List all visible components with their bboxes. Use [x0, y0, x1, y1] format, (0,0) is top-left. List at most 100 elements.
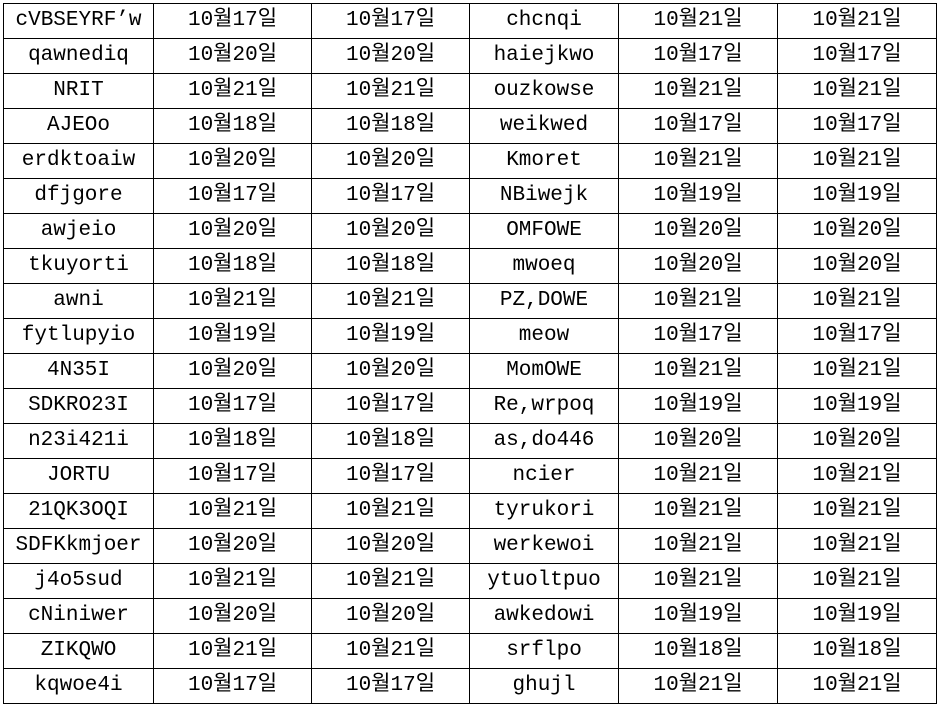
date-cell[interactable]: 10월21일: [618, 563, 778, 599]
name-cell[interactable]: NBiwejk: [469, 178, 619, 214]
date-cell[interactable]: 10월21일: [777, 458, 937, 494]
date-cell[interactable]: 10월19일: [311, 318, 470, 354]
date-cell[interactable]: 10월17일: [153, 668, 312, 704]
date-cell[interactable]: 10월18일: [311, 423, 470, 459]
name-cell[interactable]: mwoeq: [469, 248, 619, 284]
date-cell[interactable]: 10월17일: [311, 668, 470, 704]
date-cell[interactable]: 10월21일: [618, 458, 778, 494]
name-cell[interactable]: cVBSEYRF’w: [3, 3, 154, 39]
name-cell[interactable]: awni: [3, 283, 154, 319]
name-cell[interactable]: tkuyorti: [3, 248, 154, 284]
name-cell[interactable]: OMFOWE: [469, 213, 619, 249]
name-cell[interactable]: dfjgore: [3, 178, 154, 214]
date-cell[interactable]: 10월21일: [777, 73, 937, 109]
name-cell[interactable]: JORTU: [3, 458, 154, 494]
name-cell[interactable]: SDKRO23I: [3, 388, 154, 424]
date-cell[interactable]: 10월21일: [311, 633, 470, 669]
name-cell[interactable]: werkewoi: [469, 528, 619, 564]
date-cell[interactable]: 10월18일: [311, 248, 470, 284]
name-cell[interactable]: erdktoaiw: [3, 143, 154, 179]
date-cell[interactable]: 10월21일: [153, 493, 312, 529]
name-cell[interactable]: kqwoe4i: [3, 668, 154, 704]
name-cell[interactable]: 4N35I: [3, 353, 154, 389]
date-cell[interactable]: 10월18일: [153, 108, 312, 144]
date-cell[interactable]: 10월21일: [311, 73, 470, 109]
name-cell[interactable]: MomOWE: [469, 353, 619, 389]
name-cell[interactable]: weikwed: [469, 108, 619, 144]
name-cell[interactable]: ouzkowse: [469, 73, 619, 109]
date-cell[interactable]: 10월20일: [618, 423, 778, 459]
name-cell[interactable]: cNiniwer: [3, 598, 154, 634]
name-cell[interactable]: ytuoltpuo: [469, 563, 619, 599]
name-cell[interactable]: ncier: [469, 458, 619, 494]
date-cell[interactable]: 10월21일: [618, 283, 778, 319]
date-cell[interactable]: 10월20일: [153, 213, 312, 249]
date-cell[interactable]: 10월20일: [153, 598, 312, 634]
date-cell[interactable]: 10월18일: [618, 633, 778, 669]
date-cell[interactable]: 10월20일: [311, 38, 470, 74]
name-cell[interactable]: qawnediq: [3, 38, 154, 74]
name-cell[interactable]: awkedowi: [469, 598, 619, 634]
date-cell[interactable]: 10월21일: [777, 493, 937, 529]
name-cell[interactable]: ghujl: [469, 668, 619, 704]
name-cell[interactable]: awjeio: [3, 213, 154, 249]
date-cell[interactable]: 10월21일: [618, 528, 778, 564]
name-cell[interactable]: j4o5sud: [3, 563, 154, 599]
name-cell[interactable]: AJEOo: [3, 108, 154, 144]
date-cell[interactable]: 10월21일: [311, 493, 470, 529]
date-cell[interactable]: 10월19일: [618, 388, 778, 424]
date-cell[interactable]: 10월21일: [777, 283, 937, 319]
date-cell[interactable]: 10월17일: [618, 318, 778, 354]
date-cell[interactable]: 10월21일: [777, 668, 937, 704]
date-cell[interactable]: 10월19일: [618, 178, 778, 214]
date-cell[interactable]: 10월20일: [618, 213, 778, 249]
date-cell[interactable]: 10월21일: [777, 3, 937, 39]
name-cell[interactable]: 21QK3OQI: [3, 493, 154, 529]
name-cell[interactable]: ZIKQWO: [3, 633, 154, 669]
date-cell[interactable]: 10월17일: [153, 388, 312, 424]
date-cell[interactable]: 10월20일: [311, 528, 470, 564]
date-cell[interactable]: 10월21일: [311, 283, 470, 319]
date-cell[interactable]: 10월20일: [153, 38, 312, 74]
name-cell[interactable]: SDFKkmjoer: [3, 528, 154, 564]
date-cell[interactable]: 10월20일: [618, 248, 778, 284]
date-cell[interactable]: 10월21일: [618, 3, 778, 39]
date-cell[interactable]: 10월17일: [153, 458, 312, 494]
date-cell[interactable]: 10월21일: [618, 668, 778, 704]
date-cell[interactable]: 10월21일: [153, 563, 312, 599]
date-cell[interactable]: 10월20일: [153, 353, 312, 389]
date-cell[interactable]: 10월17일: [153, 178, 312, 214]
name-cell[interactable]: meow: [469, 318, 619, 354]
date-cell[interactable]: 10월20일: [311, 213, 470, 249]
date-cell[interactable]: 10월19일: [777, 388, 937, 424]
date-cell[interactable]: 10월21일: [153, 633, 312, 669]
date-cell[interactable]: 10월17일: [777, 38, 937, 74]
date-cell[interactable]: 10월17일: [311, 178, 470, 214]
date-cell[interactable]: 10월17일: [311, 388, 470, 424]
date-cell[interactable]: 10월21일: [777, 143, 937, 179]
date-cell[interactable]: 10월17일: [777, 108, 937, 144]
date-cell[interactable]: 10월17일: [153, 3, 312, 39]
date-cell[interactable]: 10월21일: [618, 73, 778, 109]
date-cell[interactable]: 10월20일: [153, 528, 312, 564]
name-cell[interactable]: PZ,DOWE: [469, 283, 619, 319]
name-cell[interactable]: Re,wrpoq: [469, 388, 619, 424]
name-cell[interactable]: n23i421i: [3, 423, 154, 459]
date-cell[interactable]: 10월17일: [311, 3, 470, 39]
date-cell[interactable]: 10월17일: [777, 318, 937, 354]
date-cell[interactable]: 10월20일: [777, 423, 937, 459]
date-cell[interactable]: 10월21일: [153, 73, 312, 109]
date-cell[interactable]: 10월20일: [311, 353, 470, 389]
name-cell[interactable]: Kmoret: [469, 143, 619, 179]
date-cell[interactable]: 10월20일: [311, 598, 470, 634]
date-cell[interactable]: 10월17일: [311, 458, 470, 494]
date-cell[interactable]: 10월18일: [311, 108, 470, 144]
date-cell[interactable]: 10월21일: [777, 563, 937, 599]
name-cell[interactable]: chcnqi: [469, 3, 619, 39]
date-cell[interactable]: 10월19일: [153, 318, 312, 354]
date-cell[interactable]: 10월20일: [777, 213, 937, 249]
date-cell[interactable]: 10월19일: [777, 598, 937, 634]
date-cell[interactable]: 10월18일: [153, 423, 312, 459]
name-cell[interactable]: tyrukori: [469, 493, 619, 529]
date-cell[interactable]: 10월21일: [618, 493, 778, 529]
